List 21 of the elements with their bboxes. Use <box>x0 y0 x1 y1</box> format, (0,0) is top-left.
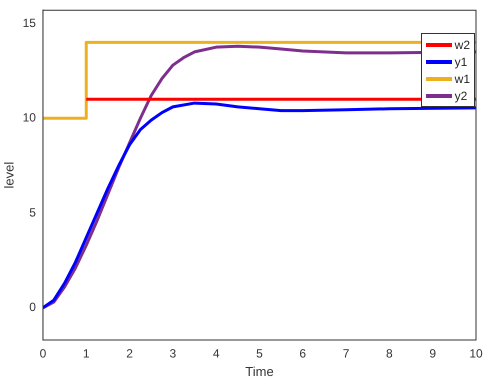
legend-label: y1 <box>454 54 468 69</box>
x-tick-label: 8 <box>386 346 394 361</box>
x-tick-label: 6 <box>299 346 306 361</box>
x-axis-title: Time <box>245 364 274 379</box>
y-tick-label: 5 <box>29 205 36 220</box>
x-tick-label: 5 <box>256 346 264 361</box>
x-tick-label: 9 <box>429 346 436 361</box>
y-tick-label: 10 <box>22 110 36 125</box>
x-tick-label: 10 <box>469 346 483 361</box>
legend-label: y2 <box>454 88 468 103</box>
y-tick-label: 15 <box>22 16 36 30</box>
legend-label: w2 <box>454 38 470 52</box>
y-axis-title: level <box>1 162 16 188</box>
x-tick-label: 3 <box>170 346 177 361</box>
x-tick-label: 7 <box>342 346 350 361</box>
x-tick-label: 0 <box>40 346 47 361</box>
x-tick-label: 2 <box>126 346 134 361</box>
x-tick-label: 1 <box>82 346 90 361</box>
legend-label: w1 <box>454 72 470 86</box>
y-tick-label: 0 <box>29 300 36 314</box>
x-tick-label: 4 <box>212 346 220 361</box>
